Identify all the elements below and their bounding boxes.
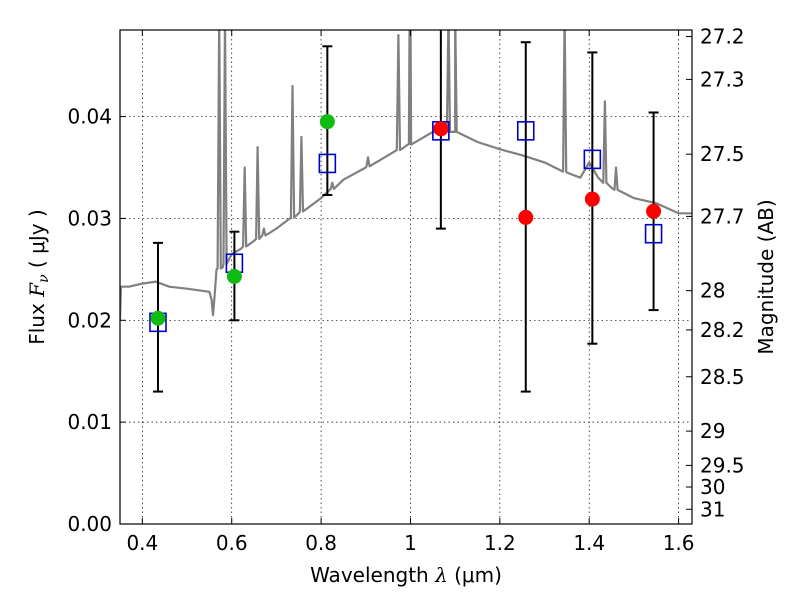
y-axis-unit-open: ( [25,260,49,268]
y2-tick-label: 29 [700,419,725,443]
model-square-marker [516,121,535,141]
x-tick-label: 1.6 [663,531,695,555]
y2-axis-title: Magnitude (AB) [754,199,778,354]
marker-layer [149,114,663,333]
model-square-marker [583,149,602,170]
y-tick-label: 0.02 [67,308,112,332]
x-axis-unit: (μm) [454,563,502,587]
y-axis-subscript: ν [36,274,52,283]
model-square-marker [644,223,663,244]
y2-tick-label: 27.7 [700,204,745,228]
spectrum-layer [120,30,692,321]
y-tick-label: 0.01 [67,410,112,434]
data-point-marker [226,268,242,284]
x-tick-label: 1.4 [573,531,605,555]
data-point-marker [433,121,449,137]
data-point-marker [319,114,335,130]
y2-tick-label: 30 [700,475,725,499]
plot-frame [119,29,693,525]
spectrum-line [120,30,692,321]
y-axis-title: Flux Fν ( μJy ) [25,209,53,345]
y-axis-unit-close: ) [25,209,49,217]
data-point-marker [518,209,534,225]
x-axis-symbol: λ [434,563,448,587]
y-tick-label: 0.04 [67,105,112,129]
data-point-marker [584,191,600,207]
x-axis-title: Wavelength λ (μm) [310,563,502,587]
y2-tick-label: 27.3 [700,67,745,91]
x-tick-label: 0.4 [126,531,158,555]
errorbar-layer [152,30,659,393]
y-axis-symbol: F [25,282,49,298]
y-tick-label: 0.03 [67,206,112,230]
y2-tick-label: 29.5 [700,453,745,477]
data-point-marker [150,310,166,326]
y2-tick-label: 27.5 [700,142,745,166]
model-square-marker [318,153,337,174]
y-tick-label: 0.00 [67,512,112,536]
y2-tick-label: 28.2 [700,318,745,342]
grid-lines [120,30,692,525]
x-axis-title-text: Wavelength [310,563,429,587]
y2-tick-label: 28.5 [700,365,745,389]
x-tick-label: 1 [404,531,417,555]
x-tick-label: 0.6 [216,531,248,555]
x-tick-label: 0.8 [305,531,337,555]
y-axis-unit: μJy [25,223,49,254]
data-point-marker [646,203,662,219]
y2-tick-label: 27.2 [700,24,745,48]
y-axis-title-text: Flux [25,303,49,345]
axis-ticks: 0.4 0.6 0.8 1 1.2 1.4 1.6 0.00 0.01 0.02 0.03 0.04 2… [67,24,744,555]
x-tick-label: 1.2 [484,531,516,555]
y2-tick-label: 28 [700,279,725,303]
y2-tick-label: 31 [700,497,725,521]
